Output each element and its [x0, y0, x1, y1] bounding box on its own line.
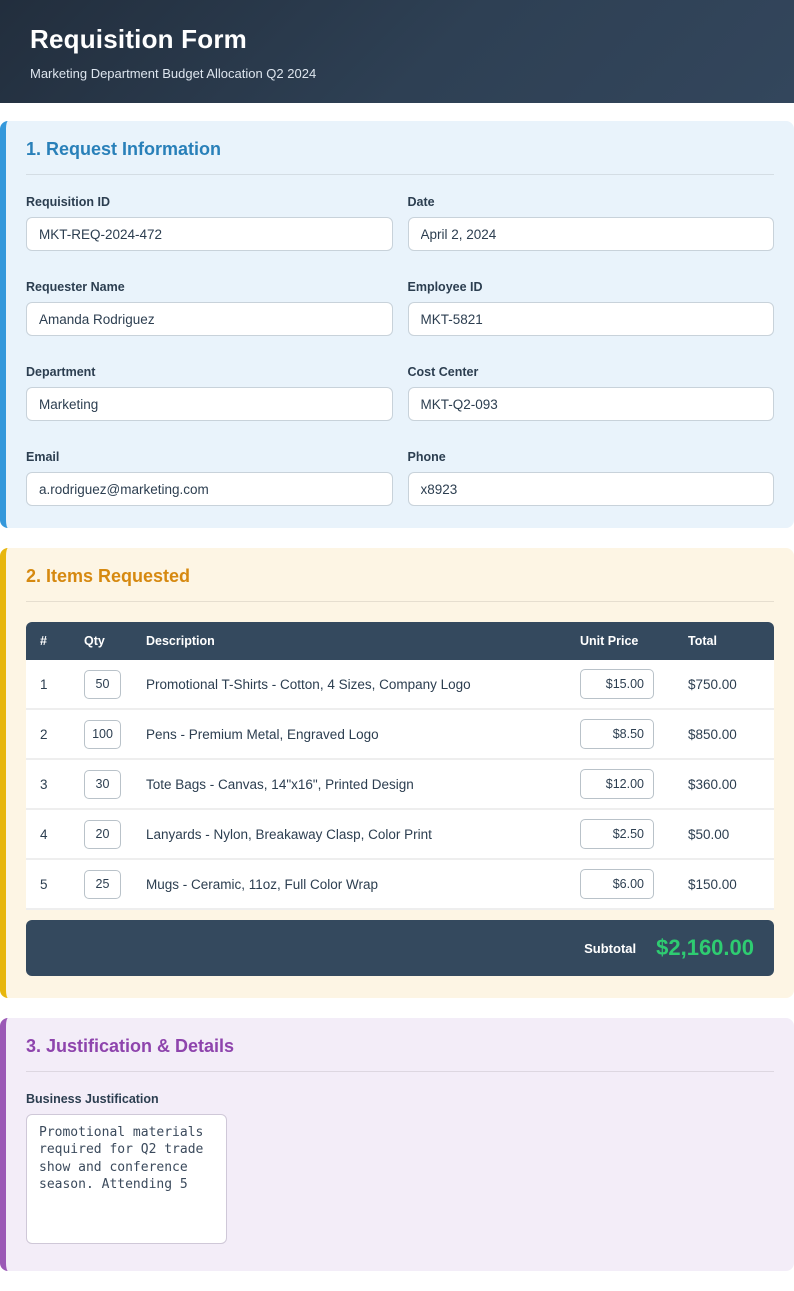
section-heading-request-information: 1. Request Information: [26, 139, 222, 159]
form-header: Requisition Form Marketing Department Bu…: [0, 0, 794, 103]
section-items-requested: 2. Items Requested # Qty Description Uni…: [0, 548, 794, 998]
business-justification-label: Business Justification: [26, 1092, 159, 1106]
email-label: Email: [26, 450, 60, 464]
item-row: 5 Mugs - Ceramic, 11oz, Full Color Wrap …: [26, 860, 774, 910]
item-description: Mugs - Ceramic, 11oz, Full Color Wrap: [136, 860, 570, 910]
column-header-num: #: [26, 622, 74, 660]
cost-center-label: Cost Center: [407, 365, 479, 379]
employee-id-label: Employee ID: [407, 280, 483, 294]
qty-input[interactable]: [84, 769, 121, 799]
section-heading-justification: 3. Justification & Details: [26, 1036, 235, 1056]
qty-input[interactable]: [84, 669, 121, 699]
qty-input[interactable]: [84, 819, 121, 849]
item-row: 3 Tote Bags - Canvas, 14"x16", Printed D…: [26, 760, 774, 810]
column-header-description: Description: [136, 622, 570, 660]
subtotal-bar: Subtotal $2,160.00: [26, 920, 774, 976]
item-num: 4: [26, 810, 74, 860]
field-phone: Phone: [407, 450, 774, 506]
unit-price-input[interactable]: [580, 669, 654, 699]
item-row: 2 Pens - Premium Metal, Engraved Logo $8…: [26, 710, 774, 760]
phone-label: Phone: [407, 450, 446, 464]
item-total: $150.00: [678, 860, 774, 910]
field-email: Email: [26, 450, 393, 506]
column-header-total: Total: [678, 622, 774, 660]
employee-id-input[interactable]: [407, 302, 774, 336]
item-num: 1: [26, 660, 74, 710]
item-total: $360.00: [678, 760, 774, 810]
phone-input[interactable]: [407, 472, 774, 506]
section-divider: [26, 174, 774, 175]
subtotal-value: $2,160.00: [656, 935, 754, 960]
item-num: 5: [26, 860, 74, 910]
subtotal-label: Subtotal: [584, 940, 637, 956]
item-description: Lanyards - Nylon, Breakaway Clasp, Color…: [136, 810, 570, 860]
requisition-id-input[interactable]: [26, 217, 393, 251]
section-divider: [26, 601, 774, 602]
item-description: Promotional T-Shirts - Cotton, 4 Sizes, …: [136, 660, 570, 710]
item-row: 4 Lanyards - Nylon, Breakaway Clasp, Col…: [26, 810, 774, 860]
page-title: Requisition Form: [30, 24, 247, 54]
items-table: # Qty Description Unit Price Total 1 Pro…: [26, 622, 774, 910]
field-date: Date: [407, 195, 774, 251]
column-header-unit-price: Unit Price: [570, 622, 678, 660]
column-header-qty: Qty: [74, 622, 136, 660]
qty-input[interactable]: [84, 719, 121, 749]
department-input[interactable]: [26, 387, 393, 421]
cost-center-input[interactable]: [407, 387, 774, 421]
business-justification-textarea[interactable]: Promotional materials required for Q2 tr…: [26, 1114, 227, 1244]
section-request-information: 1. Request Information Requisition ID Da…: [0, 121, 794, 528]
field-requisition-id: Requisition ID: [26, 195, 393, 251]
item-total: $750.00: [678, 660, 774, 710]
unit-price-input[interactable]: [580, 719, 654, 749]
field-requester-name: Requester Name: [26, 280, 393, 336]
item-description: Tote Bags - Canvas, 14"x16", Printed Des…: [136, 760, 570, 810]
items-table-header: # Qty Description Unit Price Total: [26, 622, 774, 660]
item-description: Pens - Premium Metal, Engraved Logo: [136, 710, 570, 760]
date-label: Date: [407, 195, 435, 209]
unit-price-input[interactable]: [580, 869, 654, 899]
item-total: $50.00: [678, 810, 774, 860]
item-num: 3: [26, 760, 74, 810]
qty-input[interactable]: [84, 869, 121, 899]
field-cost-center: Cost Center: [407, 365, 774, 421]
page-subtitle: Marketing Department Budget Allocation Q…: [30, 66, 317, 81]
item-num: 2: [26, 710, 74, 760]
item-row: 1 Promotional T-Shirts - Cotton, 4 Sizes…: [26, 660, 774, 710]
section-divider: [26, 1071, 774, 1072]
email-input[interactable]: [26, 472, 393, 506]
requisition-id-label: Requisition ID: [26, 195, 111, 209]
unit-price-input[interactable]: [580, 769, 654, 799]
field-employee-id: Employee ID: [407, 280, 774, 336]
field-department: Department: [26, 365, 393, 421]
date-input[interactable]: [407, 217, 774, 251]
item-total: $850.00: [678, 710, 774, 760]
requester-name-label: Requester Name: [26, 280, 125, 294]
section-heading-items-requested: 2. Items Requested: [26, 566, 191, 586]
requester-name-input[interactable]: [26, 302, 393, 336]
section-justification-details: 3. Justification & Details Business Just…: [0, 1018, 794, 1271]
department-label: Department: [26, 365, 96, 379]
unit-price-input[interactable]: [580, 819, 654, 849]
request-info-field-grid: Requisition ID Date Requester Name Emplo…: [26, 195, 774, 506]
